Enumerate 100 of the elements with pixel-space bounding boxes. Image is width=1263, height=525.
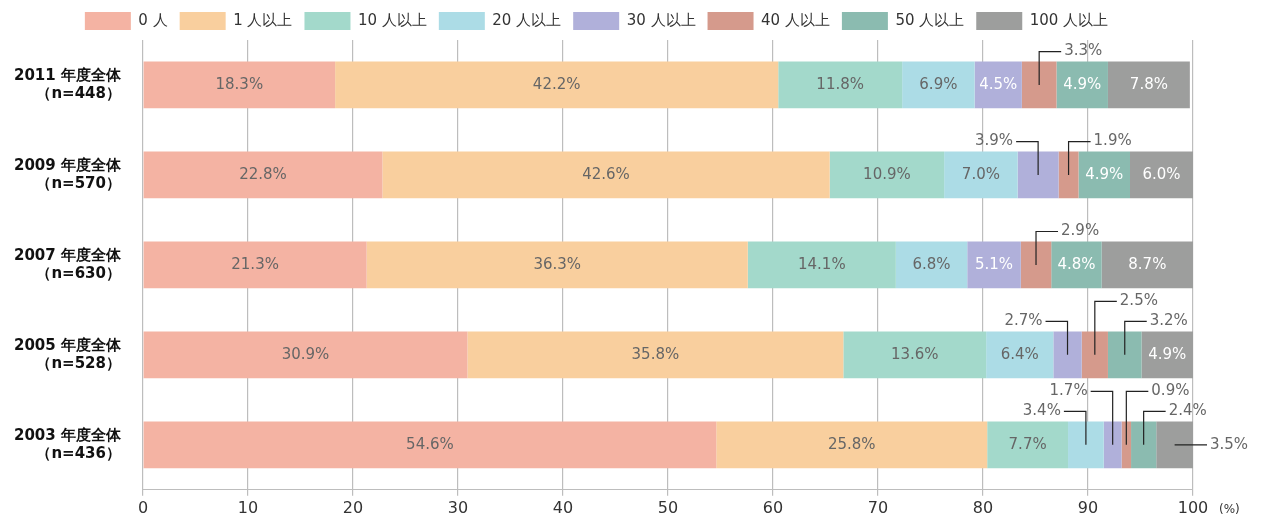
bar xyxy=(143,151,383,199)
data-label: 6.4% xyxy=(1000,344,1039,363)
bar xyxy=(895,241,968,289)
x-tick-label: 10 xyxy=(237,497,259,517)
bar xyxy=(967,241,1021,289)
data-label: 36.3% xyxy=(533,254,582,273)
bar xyxy=(382,151,830,199)
data-label: 35.8% xyxy=(631,344,680,363)
bar xyxy=(986,331,1054,379)
data-label: 14.1% xyxy=(797,254,846,273)
data-label: 7.8% xyxy=(1129,74,1168,93)
bar xyxy=(1017,151,1059,199)
bar xyxy=(1101,241,1193,289)
x-tick-label: 50 xyxy=(657,497,679,517)
legend-label: 50 人以上 xyxy=(895,10,965,29)
legend-label: 40 人以上 xyxy=(761,10,830,29)
bar xyxy=(1081,331,1108,379)
bar xyxy=(1051,241,1102,289)
bar xyxy=(1058,151,1079,199)
data-label: 3.2% xyxy=(1149,311,1188,330)
data-label: 1.9% xyxy=(1093,131,1132,150)
bar xyxy=(1130,151,1193,199)
y-tick-label: 2007 年度全体（n=630） xyxy=(13,245,122,282)
data-label: 8.7% xyxy=(1128,254,1167,273)
x-tick-label: 100 xyxy=(1177,497,1209,517)
data-label: 5.1% xyxy=(974,254,1014,273)
data-label: 25.8% xyxy=(827,434,876,453)
data-label: 3.3% xyxy=(1064,41,1103,60)
bar xyxy=(843,331,987,379)
data-label: 4.9% xyxy=(1063,74,1102,93)
data-label: 3.5% xyxy=(1210,434,1249,453)
x-tick-label: 40 xyxy=(552,497,574,517)
data-label: 1.7% xyxy=(1049,381,1088,400)
x-tick-label: 90 xyxy=(1077,497,1099,517)
bar xyxy=(1103,421,1122,469)
data-label: 21.3% xyxy=(231,254,279,273)
bar xyxy=(902,61,975,109)
legend-label: 20 人以上 xyxy=(492,10,562,29)
bar xyxy=(1021,61,1057,109)
data-label: 7.7% xyxy=(1008,434,1047,453)
data-label: 2.9% xyxy=(1061,221,1100,240)
bar xyxy=(716,421,988,469)
data-label: 4.9% xyxy=(1085,164,1124,183)
bar xyxy=(335,61,779,109)
bar xyxy=(143,241,367,289)
bar xyxy=(829,151,945,199)
data-label: 13.6% xyxy=(890,344,939,363)
data-label: 4.5% xyxy=(979,74,1018,93)
legend-label: 30 人以上 xyxy=(626,10,696,29)
x-axis-title: (%) xyxy=(1219,501,1240,516)
bar xyxy=(1131,421,1157,469)
data-label: 10.9% xyxy=(863,164,911,183)
data-label: 6.9% xyxy=(919,74,958,93)
data-label: 3.9% xyxy=(975,131,1014,150)
data-label: 30.9% xyxy=(281,344,330,363)
bar xyxy=(987,421,1069,469)
bar xyxy=(143,61,336,109)
bar xyxy=(1107,331,1142,379)
x-tick-label: 80 xyxy=(972,497,994,517)
data-label: 11.8% xyxy=(816,74,865,93)
bar xyxy=(1056,61,1108,109)
data-label: 2.7% xyxy=(1004,311,1043,330)
bar xyxy=(467,331,844,379)
bar xyxy=(778,61,903,109)
data-label: 18.3% xyxy=(215,74,264,93)
bar xyxy=(1053,331,1082,379)
legend-label: 1 人以上 xyxy=(233,10,293,29)
data-label: 54.6% xyxy=(406,434,454,453)
bar xyxy=(143,331,468,379)
bar xyxy=(1121,421,1132,469)
x-tick-label: 30 xyxy=(447,497,469,517)
bar xyxy=(1107,61,1190,109)
data-label: 4.8% xyxy=(1057,254,1096,273)
bar xyxy=(1156,421,1193,469)
bar xyxy=(1141,331,1193,379)
bar xyxy=(366,241,748,289)
legend-label: 0 人 xyxy=(138,10,168,29)
data-label: 4.9% xyxy=(1148,344,1187,363)
data-label: 42.2% xyxy=(532,74,581,93)
x-tick-label: 0 xyxy=(137,497,149,517)
data-label: 7.0% xyxy=(961,164,1000,183)
data-label: 3.4% xyxy=(1022,401,1061,420)
data-label: 6.8% xyxy=(912,254,951,273)
y-tick-label: 2003 年度全体（n=436） xyxy=(13,425,122,462)
x-tick-label: 60 xyxy=(762,497,784,517)
y-tick-label: 2011 年度全体（n=448） xyxy=(13,65,122,102)
data-label: 22.8% xyxy=(239,164,287,183)
x-tick-label: 20 xyxy=(342,497,364,517)
data-label: 2.4% xyxy=(1168,401,1207,420)
y-tick-label: 2009 年度全体（n=570） xyxy=(13,155,122,192)
bar xyxy=(944,151,1018,199)
legend-label: 10 人以上 xyxy=(357,10,427,29)
bar xyxy=(1020,241,1052,289)
legend-label: 100 人以上 xyxy=(1029,10,1109,29)
x-tick-label: 70 xyxy=(867,497,889,517)
y-tick-label: 2005 年度全体（n=528） xyxy=(13,335,122,372)
bar xyxy=(143,421,717,469)
data-label: 42.6% xyxy=(582,164,630,183)
data-label: 0.9% xyxy=(1151,381,1190,400)
data-label: 6.0% xyxy=(1142,164,1181,183)
